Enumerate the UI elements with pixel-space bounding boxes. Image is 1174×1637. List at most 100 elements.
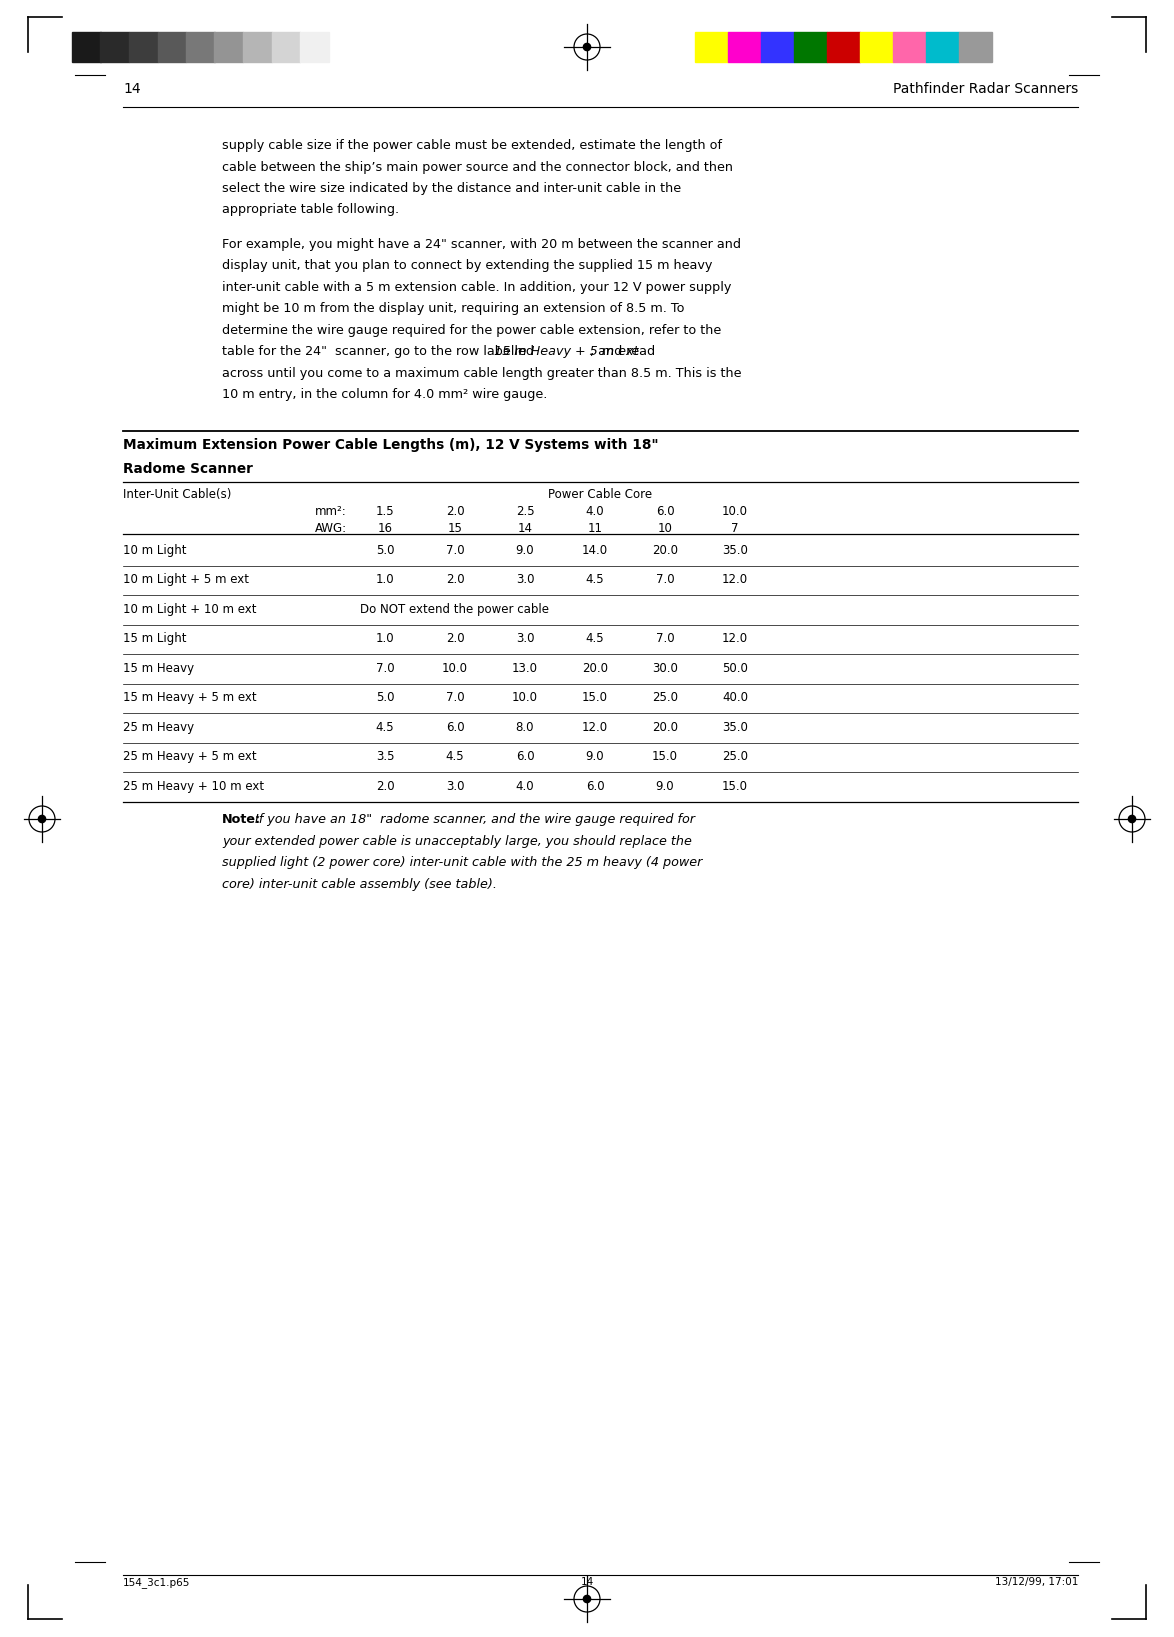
Text: 10 m Light: 10 m Light [123,543,187,557]
Text: 35.0: 35.0 [722,543,748,557]
Text: 10.0: 10.0 [441,661,468,674]
Text: 14: 14 [580,1576,594,1586]
Text: 20.0: 20.0 [582,661,608,674]
Text: 30.0: 30.0 [652,661,677,674]
Bar [271,33,301,62]
Bar [157,33,185,62]
Text: Power Cable Core: Power Cable Core [548,488,652,501]
Text: 1.0: 1.0 [376,632,394,645]
Text: across until you come to a maximum cable length greater than 8.5 m. This is the: across until you come to a maximum cable… [222,367,742,380]
Text: 12.0: 12.0 [722,632,748,645]
Text: 15.0: 15.0 [722,779,748,792]
Text: cable between the ship’s main power source and the connector block, and then: cable between the ship’s main power sour… [222,160,733,174]
Text: 25 m Heavy + 10 m ext: 25 m Heavy + 10 m ext [123,779,264,792]
Text: 2.0: 2.0 [446,632,464,645]
Text: 14.0: 14.0 [582,543,608,557]
Text: 7.0: 7.0 [656,573,674,586]
Text: 4.5: 4.5 [376,720,394,733]
Text: 2.0: 2.0 [446,506,464,519]
Bar [72,33,101,62]
Bar [243,33,271,62]
Bar [959,33,992,62]
Text: 3.0: 3.0 [515,573,534,586]
Text: Maximum Extension Power Cable Lengths (m), 12 V Systems with 18": Maximum Extension Power Cable Lengths (m… [123,437,659,452]
Circle shape [583,1596,591,1603]
Text: Do NOT extend the power cable: Do NOT extend the power cable [360,602,549,616]
Text: 14: 14 [518,522,533,535]
Bar [794,33,826,62]
Text: 7.0: 7.0 [446,691,464,704]
Text: 10 m Light + 10 m ext: 10 m Light + 10 m ext [123,602,256,616]
Text: 154_3c1.p65: 154_3c1.p65 [123,1576,190,1588]
Text: Note:: Note: [222,814,261,827]
Text: 20.0: 20.0 [652,543,679,557]
Circle shape [1128,815,1135,823]
Text: 4.0: 4.0 [586,506,605,519]
Text: 9.0: 9.0 [515,543,534,557]
Text: inter-unit cable with a 5 m extension cable. In addition, your 12 V power supply: inter-unit cable with a 5 m extension ca… [222,282,731,295]
Text: 13/12/99, 17:01: 13/12/99, 17:01 [994,1576,1078,1586]
Text: core) inter-unit cable assembly (see table).: core) inter-unit cable assembly (see tab… [222,877,497,891]
Text: 6.0: 6.0 [586,779,605,792]
Text: 25 m Heavy + 5 m ext: 25 m Heavy + 5 m ext [123,750,257,763]
Bar [215,33,243,62]
Text: determine the wire gauge required for the power cable extension, refer to the: determine the wire gauge required for th… [222,324,721,337]
Bar [826,33,861,62]
Text: Inter-Unit Cable(s): Inter-Unit Cable(s) [123,488,231,501]
Text: 14: 14 [123,82,141,97]
Text: 15 m Heavy: 15 m Heavy [123,661,194,674]
Text: 15 m Heavy + 5 m ext: 15 m Heavy + 5 m ext [494,345,639,359]
Bar [101,33,129,62]
Text: Radome Scanner: Radome Scanner [123,462,252,476]
Text: might be 10 m from the display unit, requiring an extension of 8.5 m. To: might be 10 m from the display unit, req… [222,303,684,316]
Text: 10 m entry, in the column for 4.0 mm² wire gauge.: 10 m entry, in the column for 4.0 mm² wi… [222,388,547,401]
Text: 7.0: 7.0 [656,632,674,645]
Text: table for the 24"  scanner, go to the row labelled: table for the 24" scanner, go to the row… [222,345,538,359]
Text: 5.0: 5.0 [376,691,394,704]
Bar [893,33,926,62]
Bar [761,33,794,62]
Text: 13.0: 13.0 [512,661,538,674]
Text: 10.0: 10.0 [512,691,538,704]
Text: 3.0: 3.0 [446,779,464,792]
Text: 6.0: 6.0 [656,506,674,519]
Text: 35.0: 35.0 [722,720,748,733]
Text: select the wire size indicated by the distance and inter-unit cable in the: select the wire size indicated by the di… [222,182,681,195]
Text: 50.0: 50.0 [722,661,748,674]
Text: 10.0: 10.0 [722,506,748,519]
Text: 4.5: 4.5 [586,632,605,645]
Text: 9.0: 9.0 [656,779,674,792]
Text: 25 m Heavy: 25 m Heavy [123,720,194,733]
Text: 4.0: 4.0 [515,779,534,792]
Text: 7.0: 7.0 [376,661,394,674]
Text: AWG:: AWG: [315,522,348,535]
Text: 12.0: 12.0 [582,720,608,733]
Text: If you have an 18"  radome scanner, and the wire gauge required for: If you have an 18" radome scanner, and t… [250,814,695,827]
Text: 6.0: 6.0 [446,720,464,733]
Circle shape [39,815,46,823]
Text: 3.5: 3.5 [376,750,394,763]
Text: 15.0: 15.0 [582,691,608,704]
Text: , and read: , and read [589,345,655,359]
Bar [129,33,157,62]
Text: 1.0: 1.0 [376,573,394,586]
Text: 15 m Heavy + 5 m ext: 15 m Heavy + 5 m ext [123,691,257,704]
Bar [301,33,329,62]
Text: 16: 16 [378,522,392,535]
Text: 25.0: 25.0 [652,691,679,704]
Text: 12.0: 12.0 [722,573,748,586]
Text: Pathfinder Radar Scanners: Pathfinder Radar Scanners [892,82,1078,97]
Text: 11: 11 [587,522,602,535]
Text: supplied light (2 power core) inter-unit cable with the 25 m heavy (4 power: supplied light (2 power core) inter-unit… [222,856,702,869]
Text: 2.0: 2.0 [446,573,464,586]
Text: 3.0: 3.0 [515,632,534,645]
Text: your extended power cable is unacceptably large, you should replace the: your extended power cable is unacceptabl… [222,835,691,848]
Text: 15: 15 [447,522,463,535]
Text: 10: 10 [657,522,673,535]
Text: 15 m Light: 15 m Light [123,632,187,645]
Text: display unit, that you plan to connect by extending the supplied 15 m heavy: display unit, that you plan to connect b… [222,259,713,272]
Bar [861,33,893,62]
Text: 2.5: 2.5 [515,506,534,519]
Text: appropriate table following.: appropriate table following. [222,203,399,216]
Bar [185,33,215,62]
